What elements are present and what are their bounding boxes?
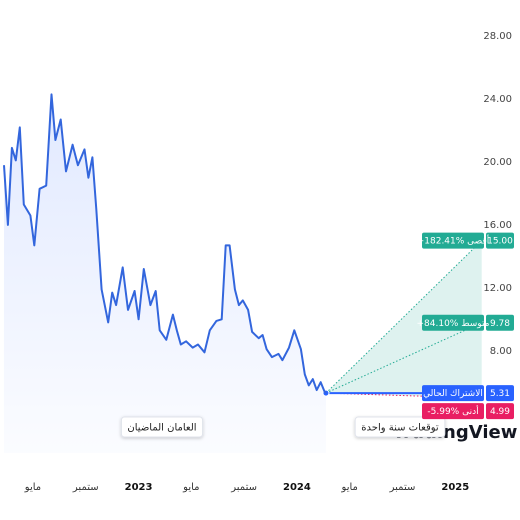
y-tick-label: 24.00 [483,94,512,105]
area-layer [3,94,327,454]
price-area [3,94,327,454]
value-badge [486,232,514,249]
x-tick-label: 2023 [125,482,153,493]
text-badge-label: +84.10% متوسط [417,319,490,329]
annotation: توقعات سنة واحدة [354,416,446,438]
annotation-box [354,416,446,438]
notes-layer: العامان الماضيان توقعات سنة واحدة [120,416,446,438]
annotation: العامان الماضيان [120,416,204,438]
forecast-range [325,240,482,399]
value-badge [486,403,514,420]
text-badge [422,314,484,331]
text-badge [422,232,484,249]
annotation-label: توقعات سنة واحدة [361,423,439,434]
x-tick-label: مايو [341,482,358,493]
y-tick-label: 28.00 [483,31,512,42]
x-tick-label: ستمبر [72,482,99,493]
annotation-label: العامان الماضيان [127,423,196,434]
y-tick-label: 16.00 [483,220,512,231]
x-tick-label: 2025 [441,482,469,493]
value-badge-label: 4.99 [490,407,510,417]
price-line [3,93,327,394]
text-badge [422,385,484,402]
x-tick-label: مايو [24,482,41,493]
text-badge-label: +182.41% أقصى [417,235,490,247]
y-tick-label: 8.00 [490,346,512,357]
text-badge-label: الاشتراك الحالي [423,389,483,399]
forecast-line [325,240,483,394]
text-badge [422,403,484,420]
value-badge-label: 9.78 [490,319,510,329]
value-badge [486,314,514,331]
value-badge-label: 15.00 [487,237,513,247]
value-badge [486,385,514,402]
labels-layer: 8.00 12.00 16.00 20.00 24.00 28.00 مايو ستمبر 20… [24,31,514,493]
x-tick-label: مايو [182,482,199,493]
y-tick-label: 12.00 [483,283,512,294]
y-tick-label: 20.00 [483,157,512,168]
x-tick-label: 2024 [283,482,311,493]
forecast-line [325,322,482,394]
text-badge-label: -5.99% أدنى [427,405,478,417]
x-tick-label: ستمبر [230,482,257,493]
value-badge-label: 5.31 [490,389,510,399]
line-layer [3,93,327,394]
annotation-box [120,416,204,438]
x-tick-label: ستمبر [389,482,416,493]
